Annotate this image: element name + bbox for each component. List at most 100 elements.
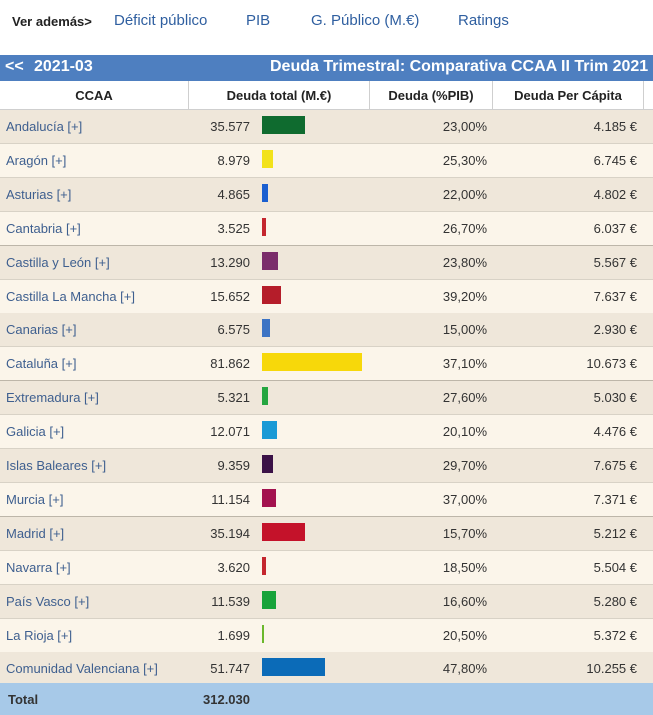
ccaa-link[interactable]: Castilla La Mancha [+] (6, 288, 135, 304)
ccaa-link[interactable]: Extremadura [+] (6, 390, 99, 406)
ccaa-link[interactable]: Murcia [+] (6, 491, 64, 507)
deuda-total-value: 11.539 (211, 593, 250, 609)
link-pib[interactable]: PIB (246, 12, 271, 29)
table-title-bar: << 2021-03 Deuda Trimestral: Comparativa… (0, 55, 653, 81)
deuda-total-value: 3.525 (217, 220, 250, 236)
deuda-bar (262, 556, 266, 575)
table-row: La Rioja [+] 1.699 20,50% 5.372 € (0, 618, 653, 654)
deuda-pib-value: 23,80% (442, 254, 487, 270)
deuda-pib-value: 23,00% (442, 119, 487, 134)
deuda-pib-value: 15,70% (442, 525, 487, 541)
per-capita-value: 4.802 € (593, 186, 637, 202)
ccaa-link[interactable]: Cantabria [+] (6, 220, 81, 236)
per-capita-value: 5.372 € (593, 627, 637, 643)
deuda-bar (262, 149, 273, 168)
deuda-bar (262, 658, 325, 677)
table-row: Murcia [+] 11.154 37,00% 7.371 € (0, 482, 653, 518)
table-row: Cantabria [+] 3.525 26,70% 6.037 € (0, 211, 653, 247)
deuda-total-value: 15.652 (210, 288, 250, 304)
total-value: 312.030 (203, 692, 250, 707)
per-capita-value: 7.637 € (593, 288, 637, 304)
deuda-bar (262, 455, 273, 473)
deuda-total-value: 12.071 (210, 424, 250, 440)
table-row: Madrid [+] 35.194 15,70% 5.212 € (0, 516, 653, 551)
per-capita-value: 6.745 € (593, 152, 637, 168)
ccaa-link[interactable]: Canarias [+] (6, 322, 77, 338)
table-row: Canarias [+] 6.575 15,00% 2.930 € (0, 313, 653, 348)
per-capita-value: 5.212 € (593, 525, 637, 541)
column-divider (643, 81, 644, 109)
period-label: 2021-03 (34, 58, 93, 75)
column-divider (492, 81, 493, 109)
deuda-bar (262, 488, 276, 507)
deuda-bar (262, 183, 268, 202)
ccaa-link[interactable]: Andalucía [+] (6, 119, 83, 134)
ccaa-link[interactable]: Galicia [+] (6, 424, 65, 440)
deuda-pib-value: 47,80% (442, 661, 487, 677)
per-capita-value: 4.476 € (593, 424, 637, 440)
per-capita-value: 5.030 € (593, 390, 637, 406)
per-capita-value: 5.567 € (593, 254, 637, 270)
deuda-total-value: 1.699 (217, 627, 250, 643)
table-row: Navarra [+] 3.620 18,50% 5.504 € (0, 550, 653, 585)
per-capita-value: 7.675 € (593, 458, 637, 473)
table-row: Castilla y León [+] 13.290 23,80% 5.567 € (0, 245, 653, 280)
deuda-pib-value: 20,10% (442, 424, 487, 440)
column-divider (369, 81, 370, 109)
deuda-total-value: 8.979 (217, 152, 250, 168)
deuda-pib-value: 15,00% (442, 322, 487, 338)
ccaa-link[interactable]: Cataluña [+] (6, 356, 77, 372)
col-header-deuda-pib[interactable]: Deuda (%PIB) (388, 88, 474, 103)
link-ratings[interactable]: Ratings (458, 12, 509, 29)
ccaa-link[interactable]: Madrid [+] (6, 525, 65, 541)
per-capita-value: 5.280 € (593, 593, 637, 609)
deuda-pib-value: 22,00% (442, 186, 487, 202)
table-row: Andalucía [+] 35.577 23,00% 4.185 € (0, 110, 653, 144)
col-header-ccaa[interactable]: CCAA (75, 88, 113, 103)
ccaa-link[interactable]: Comunidad Valenciana [+] (6, 661, 158, 677)
deuda-total-value: 13.290 (210, 254, 250, 270)
ccaa-link[interactable]: País Vasco [+] (6, 593, 90, 609)
see-also-label: Ver además> (12, 14, 92, 29)
deuda-total-value: 9.359 (217, 458, 250, 473)
deuda-total-value: 4.865 (217, 186, 250, 202)
deuda-pib-value: 16,60% (442, 593, 487, 609)
col-header-deuda-total[interactable]: Deuda total (M.€) (226, 88, 332, 103)
per-capita-value: 6.037 € (593, 220, 637, 236)
table-row: Galicia [+] 12.071 20,10% 4.476 € (0, 415, 653, 450)
link-gasto-publico[interactable]: G. Público (M.€) (311, 12, 420, 29)
total-label: Total (8, 692, 39, 707)
deuda-total-value: 51.747 (210, 661, 250, 677)
deuda-total-value: 81.862 (210, 356, 250, 372)
deuda-pib-value: 26,70% (442, 220, 487, 236)
deuda-pib-value: 25,30% (442, 152, 487, 168)
deuda-bar (262, 624, 264, 643)
top-navigation: Ver además> Déficit público PIB G. Públi… (0, 0, 653, 44)
deuda-bar (262, 353, 362, 372)
deuda-bar (262, 217, 266, 236)
deuda-bar (262, 522, 305, 541)
ccaa-link[interactable]: Aragón [+] (6, 152, 67, 168)
link-deficit-publico[interactable]: Déficit público (114, 12, 208, 29)
table-row: Cataluña [+] 81.862 37,10% 10.673 € (0, 347, 653, 383)
ccaa-link[interactable]: La Rioja [+] (6, 627, 73, 643)
table-row: Extremadura [+] 5.321 27,60% 5.030 € (0, 381, 653, 416)
deuda-total-value: 6.575 (217, 322, 250, 338)
table-row: Aragón [+] 8.979 25,30% 6.745 € (0, 143, 653, 178)
per-capita-value: 10.673 € (586, 356, 637, 372)
ccaa-link[interactable]: Castilla y León [+] (6, 254, 110, 270)
deuda-bar (262, 590, 276, 609)
column-divider (188, 81, 189, 109)
ccaa-link[interactable]: Navarra [+] (6, 559, 71, 575)
per-capita-value: 5.504 € (593, 559, 637, 575)
deuda-total-value: 35.194 (210, 525, 250, 541)
ccaa-link[interactable]: Islas Baleares [+] (6, 458, 107, 473)
previous-period-button[interactable]: << (5, 58, 24, 75)
deuda-total-value: 35.577 (210, 119, 250, 134)
table-header: CCAA Deuda total (M.€) Deuda (%PIB) Deud… (0, 81, 653, 111)
table-title: Deuda Trimestral: Comparativa CCAA II Tr… (270, 58, 649, 75)
ccaa-link[interactable]: Asturias [+] (6, 186, 72, 202)
per-capita-value: 4.185 € (593, 119, 637, 134)
col-header-per-capita[interactable]: Deuda Per Cápita (514, 88, 622, 103)
deuda-pib-value: 39,20% (442, 288, 487, 304)
